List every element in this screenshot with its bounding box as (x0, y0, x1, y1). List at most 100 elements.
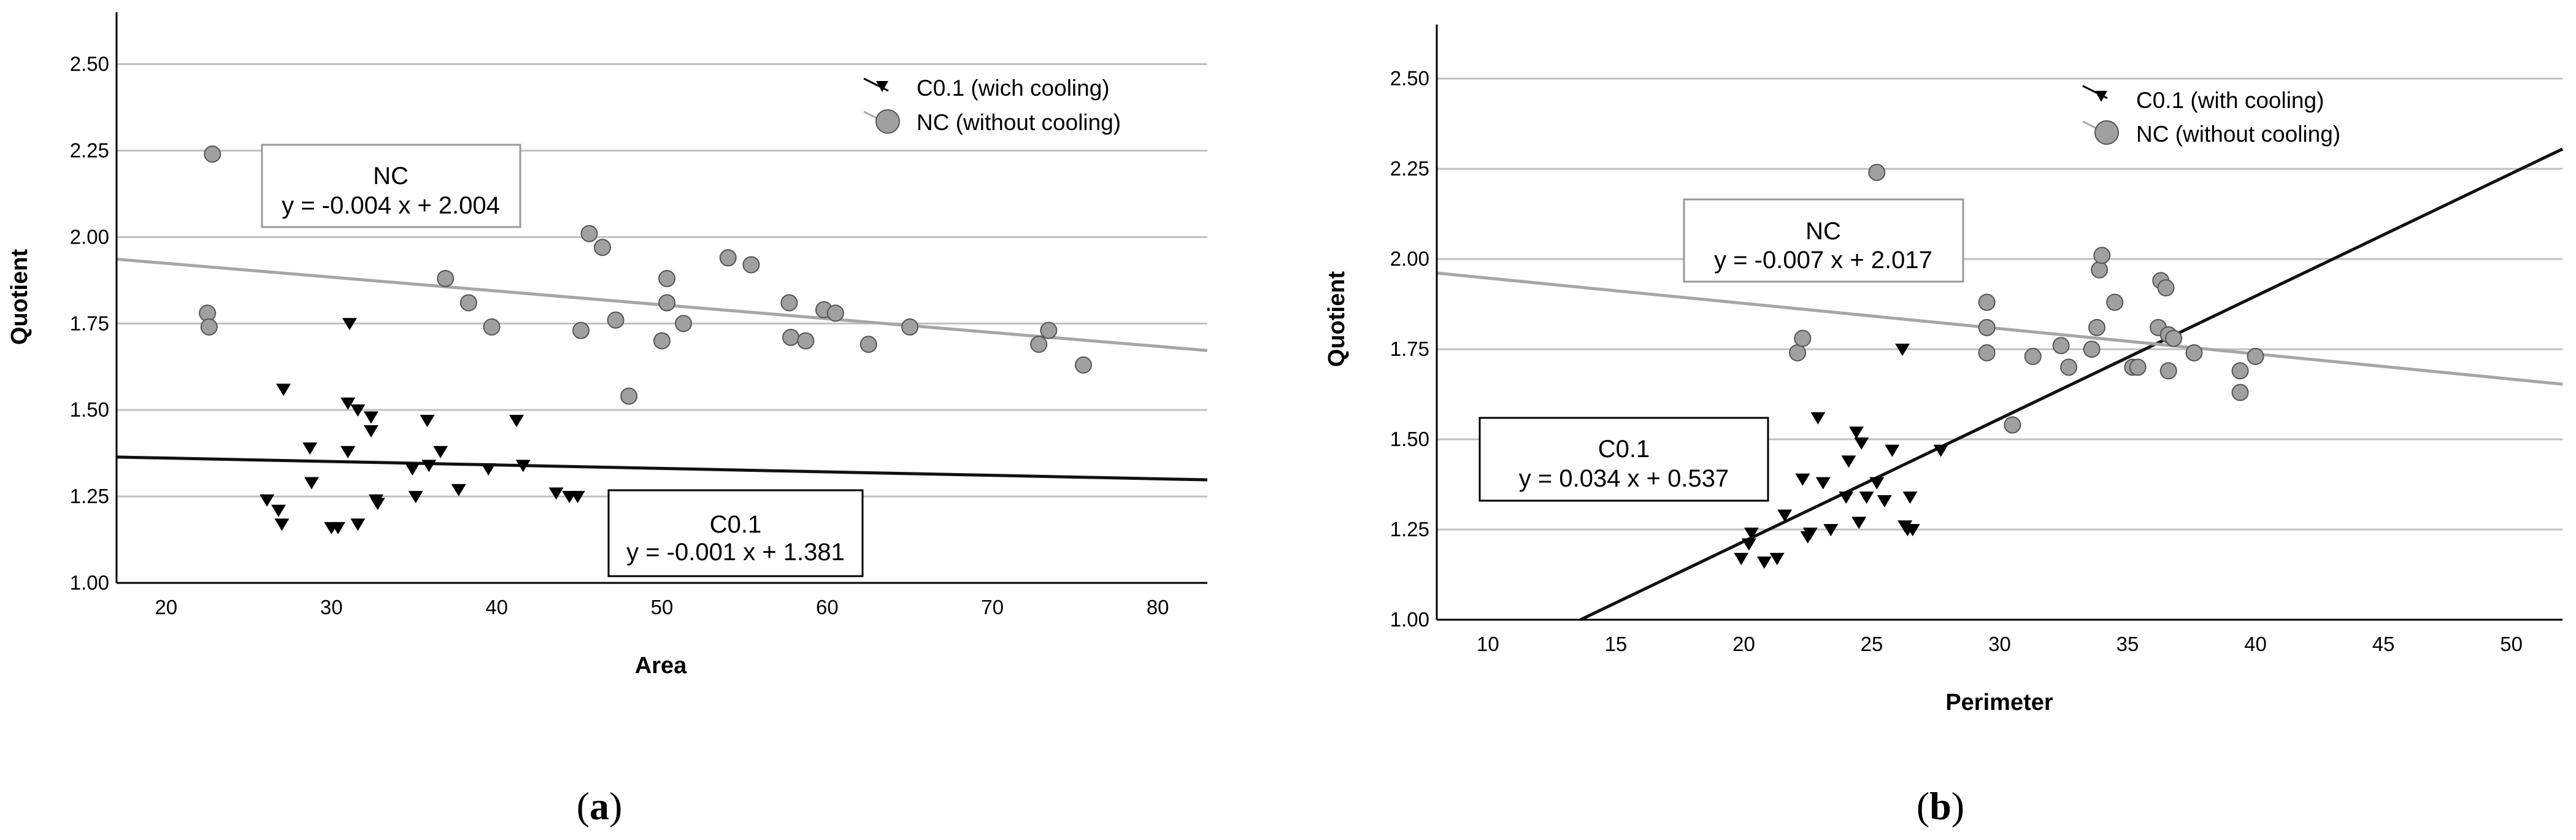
c01-point (1823, 524, 1839, 537)
legend-nc-label: NC (without cooling) (917, 110, 1121, 135)
y-tick-label: 1.00 (1390, 608, 1429, 631)
nc-point (1074, 356, 1092, 374)
nc-point (1040, 322, 1058, 339)
x-tick-label: 80 (1147, 596, 1169, 618)
c01-point (481, 463, 496, 476)
panel-a-x-axis-label: Area (635, 653, 687, 679)
nc-fit-line (1436, 271, 2563, 386)
c01-point (340, 397, 356, 410)
c01-point (304, 477, 319, 490)
nc-equation-title: NC (373, 163, 409, 190)
x-tick-label: 10 (1477, 633, 1499, 655)
nc-equation-frame (261, 144, 521, 228)
x-tick-label: 15 (1605, 633, 1628, 655)
c01-point (1848, 426, 1864, 439)
c01-point (1815, 477, 1831, 490)
panel-a-nc-equation-box: NC y = -0.004 x + 2.004 (261, 144, 521, 228)
nc-point (1978, 293, 1996, 311)
c01-point (451, 484, 466, 496)
nc-point (620, 387, 638, 405)
c01-point (1777, 509, 1793, 522)
c01-equation-title: C0.1 (710, 511, 762, 538)
x-tick-label: 50 (2500, 633, 2523, 655)
nc-point (594, 239, 612, 256)
panel-b-data-points (1734, 164, 2264, 569)
nc-point (580, 225, 598, 242)
c01-point (302, 442, 318, 455)
nc-equation-frame (1683, 198, 1964, 283)
c01-point (271, 504, 286, 517)
y-tick-label: 2.50 (1390, 67, 1429, 90)
nc-point (658, 294, 676, 312)
nc-point (2004, 416, 2021, 434)
y-tick-label: 1.75 (1390, 337, 1429, 360)
c01-point (1933, 444, 1948, 457)
panel-a-caption: (a) (577, 784, 623, 828)
y-tick-label: 2.00 (1390, 247, 1429, 270)
panel-b-chart: 1.00 1.25 1.50 1.75 2.00 2.25 2.50 10 15 20 25 30 3… (1324, 25, 2564, 828)
y-tick-label: 2.25 (1390, 157, 1429, 180)
c01-point (1851, 517, 1867, 530)
c01-point (1741, 538, 1756, 551)
nc-point (200, 318, 218, 336)
x-tick-label: 45 (2372, 633, 2395, 655)
nc-point (2024, 347, 2042, 365)
legend-nc-label: NC (without cooling) (2136, 121, 2340, 147)
nc-point (1978, 318, 1996, 336)
y-tick-label: 2.25 (70, 139, 109, 161)
nc-point (2129, 358, 2147, 376)
c01-point (1885, 444, 1900, 457)
c01-point (515, 460, 531, 472)
y-tick-label: 1.75 (70, 312, 109, 334)
c01-point (405, 463, 420, 476)
c01-equation-title: C0.1 (1598, 436, 1650, 463)
nc-point (859, 336, 877, 353)
nc-point (1794, 329, 1812, 347)
x-tick-label: 50 (651, 596, 674, 618)
nc-point (826, 304, 844, 322)
c01-point (548, 487, 564, 500)
c01-point (570, 491, 585, 504)
panel-a-fit-lines (116, 257, 1208, 482)
x-tick-label: 40 (485, 596, 508, 618)
nc-equation-text: y = -0.007 x + 2.017 (1714, 247, 1932, 274)
nc-point (2091, 261, 2109, 279)
c01-point (433, 445, 448, 458)
c01-point (274, 518, 290, 531)
panel-a-data-points (199, 145, 1092, 534)
c01-equation-frame (1478, 417, 1769, 502)
panel-a-c01-equation-box: C0.1 y = -0.001 x + 1.381 (607, 489, 864, 577)
nc-point (658, 270, 676, 287)
panel-a-caption-close: ) (609, 784, 622, 828)
panel-a-x-tick-labels: 20 30 40 50 60 70 80 (155, 596, 1169, 618)
c01-point (1744, 527, 1759, 540)
panel-b-x-tick-labels: 10 15 20 25 30 35 40 45 50 (1477, 633, 2523, 655)
c01-point (1810, 412, 1826, 425)
x-tick-label: 30 (320, 596, 343, 618)
x-tick-label: 25 (1861, 633, 1883, 655)
c01-point (350, 404, 366, 417)
c01-equation-text: y = 0.034 x + 0.537 (1519, 465, 1729, 492)
c01-point (330, 522, 345, 534)
y-tick-label: 2.00 (70, 225, 109, 248)
c01-point (370, 498, 385, 511)
y-tick-label: 1.50 (70, 398, 109, 421)
y-tick-label: 1.00 (70, 571, 109, 594)
panel-b-caption: (b) (1917, 784, 1964, 828)
c01-point (1895, 344, 1910, 356)
nc-point (797, 332, 815, 350)
panel-a-y-tick-labels: 1.00 1.25 1.50 1.75 2.00 2.25 2.50 (70, 53, 109, 594)
panel-b-caption-letter: b (1929, 784, 1951, 828)
nc-point (675, 315, 693, 333)
c01-point (276, 383, 291, 396)
nc-point (2185, 344, 2203, 361)
c01-point (260, 494, 275, 507)
nc-point (782, 328, 800, 346)
c01-fit-line (116, 455, 1208, 482)
legend-c01-label: C0.1 (wich cooling) (917, 75, 1110, 101)
c01-equation-frame (607, 489, 864, 577)
y-tick-label: 2.50 (70, 53, 109, 75)
legend-c01-label: C0.1 (with cooling) (2136, 88, 2324, 113)
nc-point (2231, 362, 2249, 380)
c01-point (509, 415, 524, 428)
